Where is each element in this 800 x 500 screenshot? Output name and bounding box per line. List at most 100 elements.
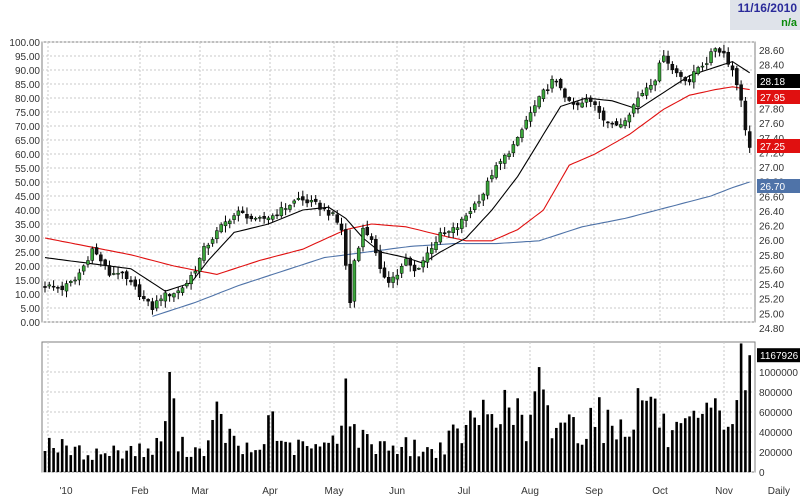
volume-bar xyxy=(232,435,236,472)
candle-body xyxy=(339,223,344,231)
volume-tick-label: 200000 xyxy=(759,448,793,459)
right-tick-label: 28.60 xyxy=(759,46,784,57)
volume-marker xyxy=(757,348,800,363)
candle-body xyxy=(713,48,718,52)
candle-body xyxy=(352,260,357,302)
right-tick-label: 25.20 xyxy=(759,295,784,306)
candle-body xyxy=(258,217,262,219)
price-marker-label: 27.25 xyxy=(760,142,785,153)
candle-body xyxy=(43,286,47,288)
volume-bar xyxy=(374,454,378,472)
volume-bar xyxy=(280,440,283,472)
volume-tick-label: 800000 xyxy=(759,388,793,399)
left-tick-label: 35.00 xyxy=(15,220,40,231)
candle-body xyxy=(245,213,249,219)
volume-bar xyxy=(671,430,674,472)
ma-blue-line xyxy=(152,181,750,317)
volume-bar xyxy=(567,414,571,472)
candle-body xyxy=(167,294,172,297)
volume-bar xyxy=(121,458,124,472)
price-marker xyxy=(757,179,800,193)
volume-bar xyxy=(185,456,189,472)
volume-bar xyxy=(361,429,365,472)
volume-bar xyxy=(615,439,618,472)
volume-bar xyxy=(310,448,313,472)
volume-bar xyxy=(189,456,193,472)
candle-body xyxy=(464,215,468,221)
candle-body xyxy=(442,232,447,234)
volume-bar xyxy=(555,427,558,472)
candle-body xyxy=(670,63,675,71)
candle-body xyxy=(270,215,275,220)
volume-bar xyxy=(679,423,683,472)
candle-body xyxy=(425,252,430,263)
right-tick-label: 28.40 xyxy=(759,61,784,72)
volume-bar xyxy=(176,451,180,472)
candle-body xyxy=(137,284,142,298)
candle-body xyxy=(395,274,400,280)
volume-bar xyxy=(507,407,511,472)
candle-body xyxy=(447,231,451,233)
candle-body xyxy=(451,227,455,233)
candle-body xyxy=(344,229,348,266)
candle-body xyxy=(228,220,232,224)
volume-bar xyxy=(426,447,429,472)
right-tick-label: 27.20 xyxy=(759,148,784,159)
volume-bar xyxy=(314,444,318,472)
candle-body xyxy=(597,106,602,113)
left-tick-label: 85.00 xyxy=(15,80,40,91)
candle-body xyxy=(533,105,537,113)
candle-body xyxy=(391,276,395,283)
status-label: n/a xyxy=(730,16,800,30)
price-marker-label: 27.95 xyxy=(760,93,785,104)
right-tick-label: 25.40 xyxy=(759,280,784,291)
volume-bar xyxy=(662,413,666,472)
candle-body xyxy=(262,216,266,219)
candle-body xyxy=(588,97,593,102)
x-tick-label: Sep xyxy=(585,486,603,497)
volume-bar xyxy=(194,447,197,472)
volume-bar xyxy=(417,456,421,472)
volume-bar xyxy=(408,456,412,472)
candle-body xyxy=(77,272,82,281)
volume-bar xyxy=(228,428,232,472)
volume-bar xyxy=(258,449,262,472)
candle-body xyxy=(537,96,541,108)
candle-body xyxy=(112,273,116,275)
volume-bar xyxy=(675,421,678,472)
volume-bar xyxy=(546,405,550,472)
volume-bar xyxy=(460,443,464,472)
candle-body xyxy=(404,258,408,266)
volume-bar xyxy=(593,426,597,472)
left-tick-label: 5.00 xyxy=(21,304,41,315)
volume-bar xyxy=(159,441,163,472)
candle-body xyxy=(636,97,640,108)
candle-body xyxy=(361,227,365,248)
volume-bar xyxy=(439,442,442,472)
volume-bar xyxy=(748,355,752,472)
volume-bar xyxy=(524,441,528,472)
volume-bar xyxy=(636,388,640,472)
volume-bar xyxy=(585,438,588,472)
candle-body xyxy=(554,80,559,83)
volume-bar xyxy=(172,398,176,472)
volume-tick-label: 400000 xyxy=(759,428,793,439)
left-tick-label: 0.00 xyxy=(21,318,41,329)
x-tick-label: May xyxy=(325,486,344,497)
volume-bar xyxy=(318,446,322,472)
candle-body xyxy=(623,120,627,126)
volume-bar xyxy=(301,441,305,472)
left-tick-label: 70.00 xyxy=(15,122,40,133)
volume-marker-label: 1167926 xyxy=(760,351,799,362)
candle-body xyxy=(503,154,507,164)
volume-bar xyxy=(456,428,459,472)
left-tick-label: 100.00 xyxy=(9,38,40,49)
candle-body xyxy=(601,110,606,121)
volume-bar xyxy=(619,419,623,472)
candle-body xyxy=(99,254,103,262)
volume-bar xyxy=(696,417,700,472)
volume-bar xyxy=(610,425,614,472)
volume-bar xyxy=(292,455,296,472)
candle-body xyxy=(687,79,692,83)
candle-body xyxy=(460,218,464,229)
